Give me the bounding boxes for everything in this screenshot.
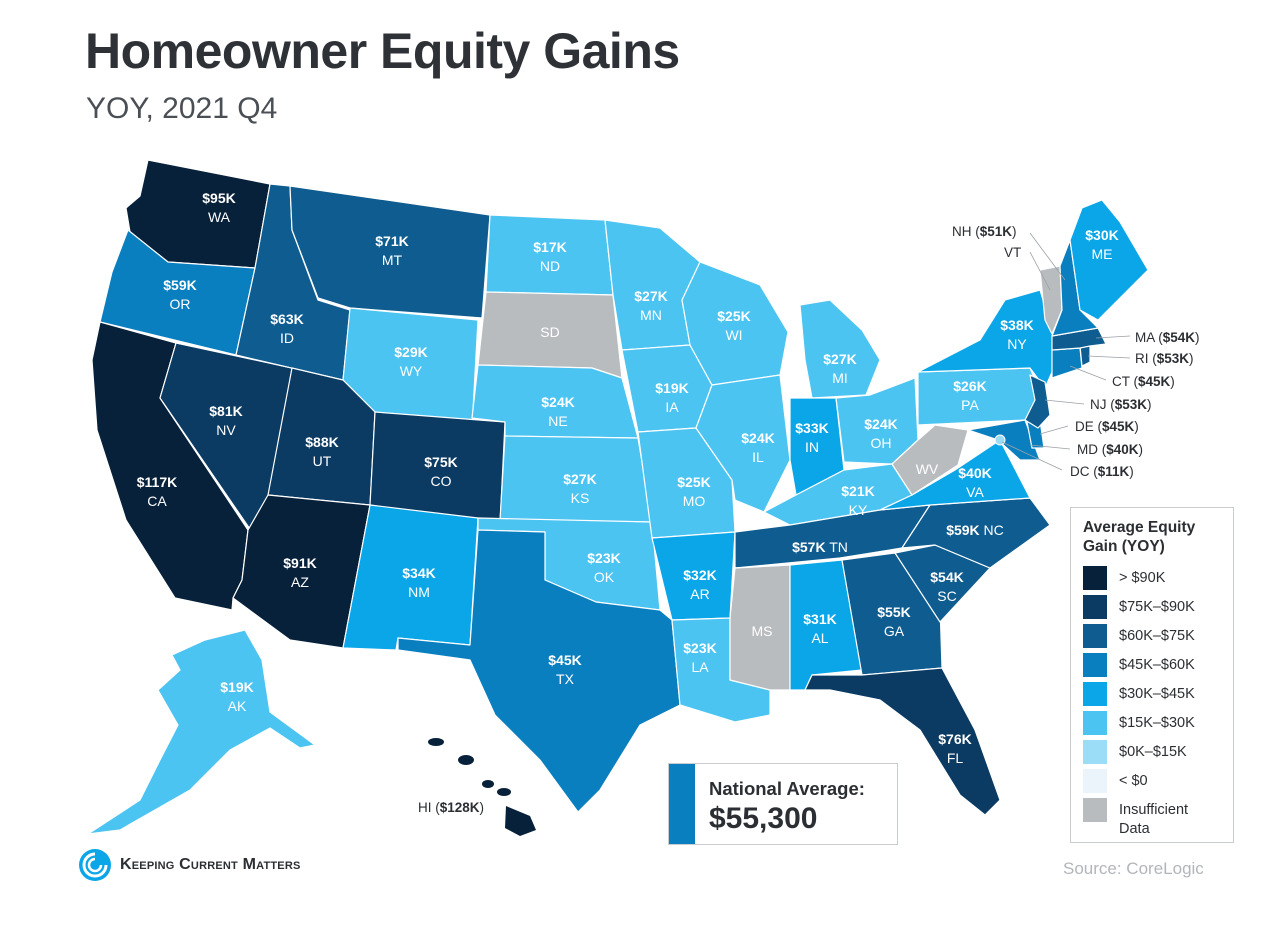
state-AK [87,629,316,835]
state-label-AR: $32K AR [683,567,716,602]
state-label-LA: $23K LA [683,640,716,675]
page-title: Homeowner Equity Gains [85,23,680,79]
brand-logo: Keeping Current Matters [78,847,301,883]
national-average-accent [669,764,695,844]
state-MI [799,299,881,399]
state-label-GA: $55K GA [877,604,910,639]
legend-item-60-75: $60K–$75K [1083,624,1223,648]
state-ND [485,214,614,296]
source-note: Source: CoreLogic [1063,859,1204,878]
callout-DC: DC ($11K) [1070,464,1134,479]
state-label-ID: $63K ID [270,311,303,346]
national-average-value: $55,300 [709,802,818,835]
callout-CT: CT ($45K) [1112,374,1175,389]
state-TX [397,529,681,813]
state-label-SC: $54K SC [930,569,963,604]
callout-DE: DE ($45K) [1075,419,1139,434]
state-label-TN: $57K TN [792,539,848,555]
kcm-swirl-icon [79,849,111,881]
state-label-IN: $33K IN [795,420,828,455]
legend-swatch [1083,653,1107,677]
state-IL [695,374,791,513]
page-subtitle: YOY, 2021 Q4 [86,92,278,125]
state-label-NC: $59K NC [946,522,1004,538]
state-label-MI: $27K MI [823,351,856,386]
legend-item-gt90: > $90K [1083,566,1223,590]
legend-item-0-15: $0K–$15K [1083,740,1223,764]
state-label-ND: $17K ND [533,239,566,274]
legend-title: Average Equity Gain (YOY) [1083,519,1196,555]
callout-NH: NH ($51K) [952,224,1017,239]
state-label-FL: $76K FL [938,731,971,766]
legend-swatch [1083,566,1107,590]
state-label-WA: $95K WA [202,190,235,225]
legend-item-insufficient: Insufficient Data [1083,798,1223,839]
state-PA [917,367,1041,426]
callout-leaders [1001,232,1131,471]
legend-item-lt0: < $0 [1083,769,1223,793]
state-HI [428,738,536,836]
state-label-KS: $27K KS [563,471,596,506]
state-label-ME: $30K ME [1085,227,1118,262]
callout-MA: MA ($54K) [1135,330,1200,345]
legend-swatch [1083,682,1107,706]
state-label-SD: SD [540,324,559,340]
state-label-CO: $75K CO [424,454,457,489]
state-label-TX: $45K TX [548,652,581,687]
state-label-MN: $27K MN [634,288,667,323]
state-label-NE: $24K NE [541,394,574,429]
state-label-OH: $24K OH [864,416,897,451]
state-label-NM: $34K NM [402,565,435,600]
legend-swatch [1083,740,1107,764]
state-label-WI: $25K WI [717,308,750,343]
state-label-OR: $59K OR [163,277,196,312]
callout-MD: MD ($40K) [1077,442,1143,457]
callout-labels: NH ($51K) VT MA ($54K) RI ($53K) CT ($45… [418,224,1200,815]
callout-VT: VT [1004,245,1021,260]
state-FL [804,667,1001,816]
national-average-label: National Average: [709,778,865,799]
state-label-WY: $29K WY [394,344,427,379]
callout-RI: RI ($53K) [1135,351,1194,366]
state-label-NY: $38K NY [1000,317,1033,352]
legend-swatch [1083,711,1107,735]
legend-item-45-60: $45K–$60K [1083,653,1223,677]
callout-NJ: NJ ($53K) [1090,397,1152,412]
state-label-IA: $19K IA [655,380,688,415]
state-MN [604,219,701,351]
legend-item-75-90: $75K–$90K [1083,595,1223,619]
state-label-UT: $88K UT [305,434,338,469]
state-label-AL: $31K AL [803,611,836,646]
state-label-MT: $71K MT [375,233,408,268]
legend-swatch [1083,624,1107,648]
state-label-MS: MS [752,623,773,639]
legend-swatch [1083,769,1107,793]
state-label-MO: $25K MO [677,474,710,509]
state-label-AK: $19K AK [220,679,253,714]
state-label-OK: $23K OK [587,550,620,585]
state-CT [1051,347,1083,379]
legend-item-30-45: $30K–$45K [1083,682,1223,706]
legend-item-15-30: $15K–$30K [1083,711,1223,735]
state-label-PA: $26K PA [953,378,986,413]
state-label-NV: $81K NV [209,403,242,438]
legend-swatch [1083,595,1107,619]
callout-HI: HI ($128K) [418,800,484,815]
state-ME [1069,199,1149,321]
state-DC [994,434,1006,446]
state-label-CA: $117K CA [137,474,177,509]
brand-name: Keeping Current Matters [120,856,301,873]
national-average-box: National Average: $55,300 [668,763,898,845]
state-label-AZ: $91K AZ [283,555,316,590]
state-NJ [1024,374,1051,429]
state-label-WV: WV [916,461,939,477]
state-label-VA: $40K VA [958,465,991,500]
state-MO [637,427,736,539]
legend: Average Equity Gain (YOY) > $90K $75K–$9… [1070,507,1234,843]
state-label-IL: $24K IL [741,430,774,465]
state-label-KY: $21K KY [841,483,874,518]
legend-swatch [1083,798,1107,822]
